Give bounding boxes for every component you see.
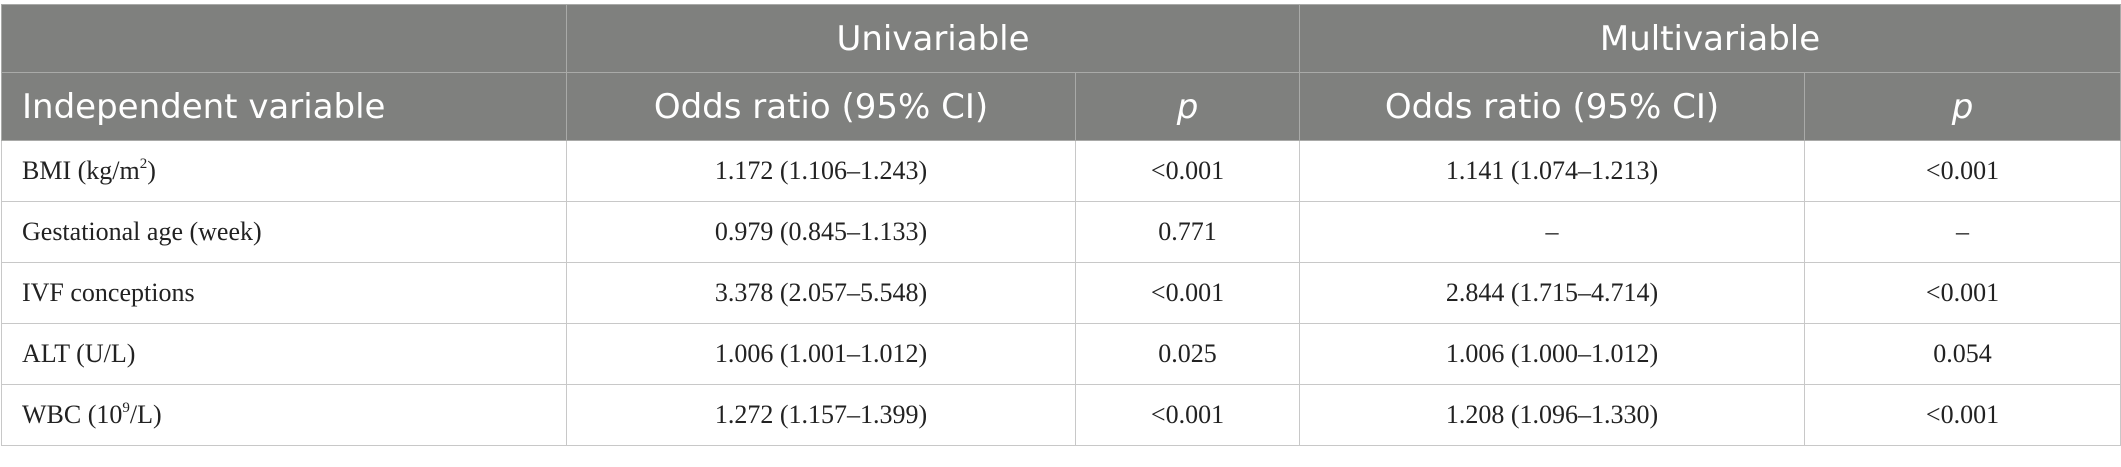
multi-p-cell: <0.001 <box>1804 140 2121 202</box>
multi-or-cell: – <box>1299 201 1806 263</box>
column-header-row: Independent variable Odds ratio (95% CI)… <box>1 72 2121 141</box>
variable-cell: Gestational age (week) <box>1 201 567 263</box>
uni-or-cell: 1.172 (1.106–1.243) <box>566 140 1076 202</box>
variable-text: ALT (U/L) <box>22 339 136 368</box>
regression-table-container: Univariable Multivariable Independent va… <box>0 4 2121 446</box>
variable-text: BMI (kg/m <box>22 156 140 185</box>
multi-p-cell: <0.001 <box>1804 262 2121 324</box>
variable-cell: WBC (109/L) <box>1 384 567 446</box>
variable-superscript: 9 <box>122 400 130 416</box>
variable-text: WBC (10 <box>22 400 123 429</box>
multi-p-cell: 0.054 <box>1804 323 2121 385</box>
variable-text-tail: ) <box>147 156 156 185</box>
multi-or-cell: 2.844 (1.715–4.714) <box>1299 262 1806 324</box>
variable-cell: ALT (U/L) <box>1 323 567 385</box>
regression-table: Univariable Multivariable Independent va… <box>1 4 2121 446</box>
multi-p-column-header: p <box>1804 72 2121 141</box>
table-row: IVF conceptions 3.378 (2.057–5.548) <0.0… <box>1 262 2121 324</box>
table-row: Gestational age (week) 0.979 (0.845–1.13… <box>1 201 2121 263</box>
table-body: BMI (kg/m2) 1.172 (1.106–1.243) <0.001 1… <box>1 140 2121 446</box>
table-row: ALT (U/L) 1.006 (1.001–1.012) 0.025 1.00… <box>1 323 2121 385</box>
multi-or-cell: 1.208 (1.096–1.330) <box>1299 384 1806 446</box>
multi-p-cell: <0.001 <box>1804 384 2121 446</box>
uni-p-cell: 0.025 <box>1074 323 1301 385</box>
uni-or-cell: 3.378 (2.057–5.548) <box>566 262 1076 324</box>
multi-p-cell: – <box>1804 201 2121 263</box>
univariable-group-header: Univariable <box>565 4 1301 73</box>
variable-superscript: 2 <box>139 156 148 172</box>
table-row: BMI (kg/m2) 1.172 (1.106–1.243) <0.001 1… <box>1 140 2121 202</box>
group-header-row: Univariable Multivariable <box>1 4 2121 73</box>
variable-text: Gestational age (week) <box>22 217 262 246</box>
uni-or-cell: 0.979 (0.845–1.133) <box>566 201 1076 263</box>
variable-text: IVF conceptions <box>22 278 195 307</box>
uni-p-cell: <0.001 <box>1074 384 1301 446</box>
uni-or-cell: 1.272 (1.157–1.399) <box>566 384 1076 446</box>
variable-text-tail: /L) <box>129 400 162 429</box>
variable-cell: IVF conceptions <box>1 262 567 324</box>
uni-p-column-header: p <box>1074 72 1301 141</box>
uni-or-cell: 1.006 (1.001–1.012) <box>566 323 1076 385</box>
empty-header-cell <box>1 4 567 73</box>
multivariable-group-header: Multivariable <box>1299 4 2121 73</box>
uni-or-column-header: Odds ratio (95% CI) <box>566 72 1076 141</box>
variable-column-header: Independent variable <box>1 72 567 141</box>
table-header: Univariable Multivariable Independent va… <box>1 4 2121 141</box>
variable-cell: BMI (kg/m2) <box>1 140 567 202</box>
uni-p-cell: 0.771 <box>1074 201 1301 263</box>
uni-p-cell: <0.001 <box>1074 140 1301 202</box>
multi-or-cell: 1.006 (1.000–1.012) <box>1299 323 1806 385</box>
multi-or-column-header: Odds ratio (95% CI) <box>1299 72 1806 141</box>
uni-p-cell: <0.001 <box>1074 262 1301 324</box>
table-row: WBC (109/L) 1.272 (1.157–1.399) <0.001 1… <box>1 384 2121 446</box>
multi-or-cell: 1.141 (1.074–1.213) <box>1299 140 1806 202</box>
